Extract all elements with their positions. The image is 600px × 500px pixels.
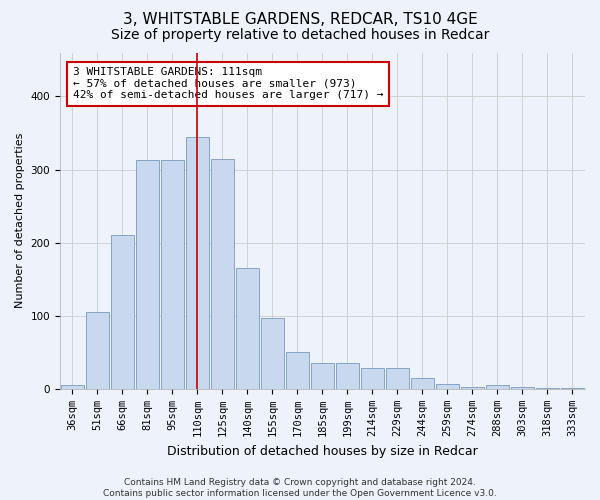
X-axis label: Distribution of detached houses by size in Redcar: Distribution of detached houses by size … [167,444,478,458]
Bar [136,160,159,389]
Bar [386,368,409,389]
Bar [211,158,234,389]
Bar [186,136,209,389]
Text: Size of property relative to detached houses in Redcar: Size of property relative to detached ho… [111,28,489,42]
Bar [561,388,584,389]
Bar [236,268,259,389]
Bar [511,388,534,389]
Bar [461,388,484,389]
Bar [436,384,459,389]
Bar [311,364,334,389]
Bar [86,312,109,389]
Bar [361,368,384,389]
Bar [411,378,434,389]
Text: 3 WHITSTABLE GARDENS: 111sqm
← 57% of detached houses are smaller (973)
42% of s: 3 WHITSTABLE GARDENS: 111sqm ← 57% of de… [73,67,383,100]
Text: 3, WHITSTABLE GARDENS, REDCAR, TS10 4GE: 3, WHITSTABLE GARDENS, REDCAR, TS10 4GE [122,12,478,28]
Bar [286,352,309,389]
Bar [111,236,134,389]
Bar [261,318,284,389]
Bar [486,386,509,389]
Bar [161,160,184,389]
Bar [536,388,559,389]
Bar [336,364,359,389]
Y-axis label: Number of detached properties: Number of detached properties [15,133,25,308]
Text: Contains HM Land Registry data © Crown copyright and database right 2024.
Contai: Contains HM Land Registry data © Crown c… [103,478,497,498]
Bar [61,384,84,389]
